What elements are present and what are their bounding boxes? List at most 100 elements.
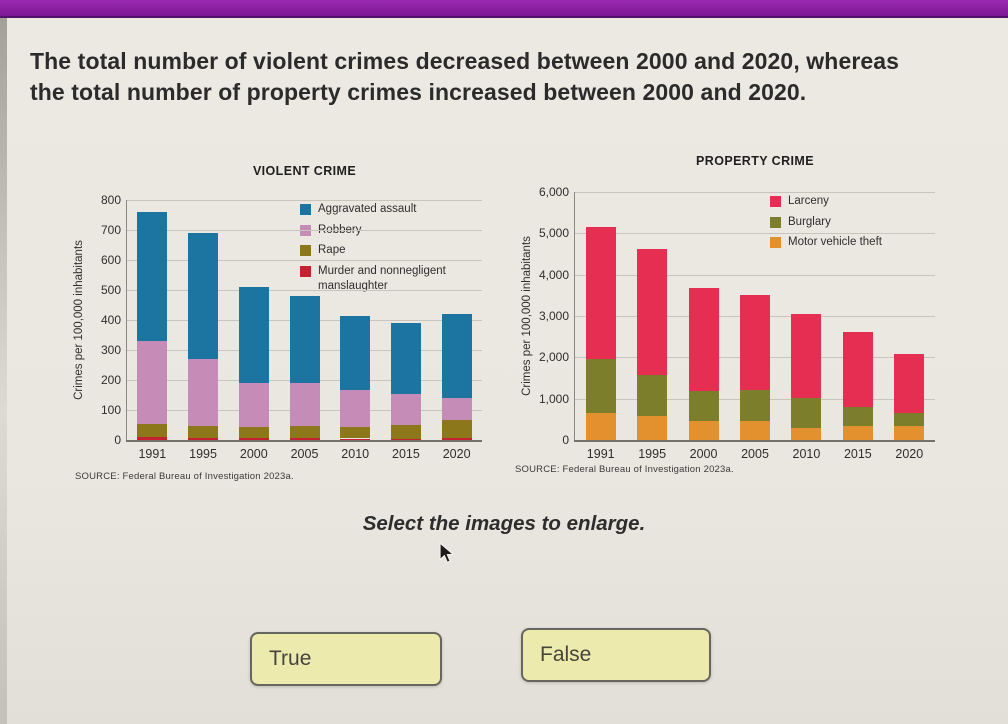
bar-segment: [688, 390, 719, 422]
bar-segment: [894, 353, 925, 413]
y-tick-label: 5,000: [538, 226, 569, 241]
bar-segment: [188, 437, 219, 440]
y-tick-label: 500: [100, 283, 121, 297]
y-tick-label: 6,000: [538, 185, 569, 199]
legend-label: Burglary: [788, 215, 831, 228]
legend-item: Aggravated assault: [300, 202, 495, 218]
bar-segment: [740, 389, 770, 421]
x-tick-label: 1995: [638, 447, 667, 461]
legend-label: Murder and nonnegligent manslaughter: [318, 264, 446, 293]
x-tick-label: 2000: [239, 447, 268, 461]
question-line-1: The total number of violent crimes decre…: [30, 48, 900, 74]
x-tick-label: 2005: [741, 447, 769, 461]
legend-label: Robbery: [318, 223, 362, 236]
bar-segment: [289, 426, 320, 439]
bar-segment: [188, 233, 219, 359]
bar-segment: [188, 425, 219, 438]
chart-legend: Aggravated assault Robbery Rape Murder and …: [300, 202, 495, 300]
false-button[interactable]: False: [521, 628, 711, 682]
false-button-label: False: [540, 643, 592, 666]
x-tick-label: 1995: [189, 447, 217, 461]
bar-segment: [340, 389, 371, 427]
bar-segment: [137, 212, 168, 341]
x-axis-line: [126, 440, 482, 442]
chart-title: PROPERTY CRIME: [696, 154, 814, 168]
x-tick-label: 2010: [792, 447, 821, 461]
x-axis-line: [574, 440, 935, 442]
gridline: [127, 260, 482, 261]
bar-segment: [791, 313, 822, 398]
gridline: [127, 290, 482, 291]
bar-segment: [238, 383, 269, 428]
y-tick-label: 300: [100, 343, 121, 357]
y-tick-label: 3,000: [538, 309, 569, 323]
bar-segment: [238, 287, 269, 383]
x-tick-label: 1991: [586, 447, 615, 461]
bar-segment: [238, 438, 269, 440]
bar-segment: [688, 421, 719, 440]
bar-segment: [289, 296, 320, 383]
bar-segment: [637, 416, 668, 440]
y-tick-label: 600: [100, 253, 121, 267]
question-statement: The total number of violent crimes decre…: [30, 46, 990, 108]
legend-swatch-icon: [770, 216, 781, 228]
y-tick-label: 2,000: [538, 350, 569, 365]
y-tick-label: 0: [562, 433, 569, 447]
chart-legend: Larceny Burglary Motor vehicle theft: [770, 194, 960, 256]
x-tick-label: 2015: [392, 447, 420, 461]
gridline: [575, 274, 935, 276]
bar-segment: [842, 406, 873, 427]
legend-label: Larceny: [788, 195, 829, 207]
bar-segment: [740, 294, 770, 390]
chart-source: SOURCE: Federal Bureau of Investigation …: [75, 471, 294, 482]
bar-segment: [340, 438, 371, 440]
legend-label: Motor vehicle theft: [788, 236, 882, 249]
y-tick-label: 700: [100, 223, 121, 237]
bar-segment: [585, 359, 616, 413]
bar-segment: [137, 437, 168, 440]
bar-segment: [390, 323, 421, 394]
bar-segment: [441, 398, 472, 420]
question-line-2: the total number of property crimes incr…: [30, 79, 807, 105]
legend-swatch-icon: [300, 204, 311, 215]
bar-segment: [842, 331, 873, 407]
x-tick-label: 2000: [689, 447, 718, 461]
y-tick-label: 1,000: [538, 391, 569, 406]
bar-segment: [390, 438, 421, 440]
y-tick-label: 100: [100, 403, 121, 417]
legend-swatch-icon: [770, 237, 781, 249]
true-button-label: True: [269, 647, 312, 670]
legend-item: Motor vehicle theft: [770, 235, 960, 251]
bar-segment: [637, 249, 668, 375]
x-tick-label: 2010: [341, 447, 370, 461]
bar-segment: [441, 437, 472, 440]
true-button[interactable]: True: [250, 632, 442, 686]
bar-segment: [289, 438, 320, 440]
bar-segment: [340, 426, 371, 439]
instruction-text: Select the images to enlarge.: [362, 512, 646, 535]
violent-crime-chart-image[interactable]: VIOLENT CRIME Crimes per 100,000 inhabit…: [60, 158, 505, 493]
legend-item: Larceny: [770, 194, 960, 210]
bar-segment: [390, 393, 421, 425]
bar-segment: [791, 427, 822, 440]
x-tick-label: 2020: [895, 447, 924, 461]
bar-segment: [238, 427, 269, 439]
x-tick-label: 2005: [290, 447, 319, 461]
bar-segment: [894, 425, 925, 440]
bar-segment: [441, 419, 472, 438]
y-tick-label: 0: [114, 433, 121, 447]
x-tick-label: 1991: [138, 447, 167, 461]
legend-label: Rape: [318, 244, 346, 257]
bar-segment: [740, 420, 770, 440]
gridline: [127, 230, 482, 231]
y-axis-line: [126, 200, 127, 440]
legend-item: Murder and nonnegligent manslaughter: [300, 264, 495, 295]
bar-segment: [137, 423, 168, 437]
y-tick-label: 200: [100, 373, 121, 387]
bar-segment: [137, 341, 168, 424]
legend-label: Aggravated assault: [318, 203, 417, 215]
top-accent-bar: [0, 0, 1008, 18]
bar-segment: [289, 383, 320, 427]
property-crime-chart-image[interactable]: PROPERTY CRIME Crimes per 100,000 inhabi…: [508, 148, 978, 488]
bar-segment: [842, 426, 873, 440]
